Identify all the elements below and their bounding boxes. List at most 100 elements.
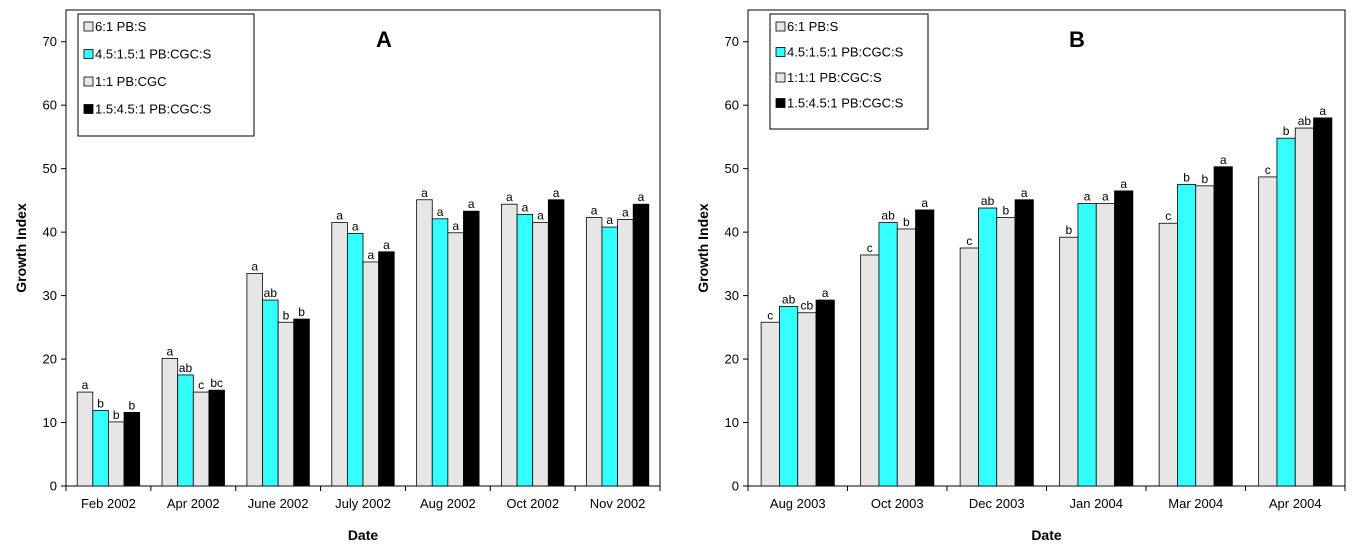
significance-label: a <box>537 209 544 223</box>
x-tick-label: June 2002 <box>248 496 309 511</box>
bar <box>815 299 835 487</box>
bar <box>262 299 279 487</box>
bar <box>860 254 880 487</box>
significance-label: ab <box>264 286 278 300</box>
bar <box>978 207 998 487</box>
bar <box>779 305 799 487</box>
bar <box>463 210 480 487</box>
significance-label: a <box>1220 153 1227 167</box>
legend-swatch <box>775 21 786 32</box>
bar <box>585 217 603 487</box>
y-tick-label: 60 <box>43 98 57 113</box>
bar <box>501 203 518 487</box>
legend-swatch <box>775 47 786 57</box>
significance-label: a <box>822 286 829 300</box>
bar <box>108 421 125 487</box>
bar <box>516 213 534 487</box>
bar <box>1059 236 1079 487</box>
significance-label: c <box>198 378 204 392</box>
legend: 6:1 PB:S 4.5:1.5:1 PB:CGC:S 1:1:1 PB:CGC:S… <box>769 13 929 130</box>
bar <box>447 232 464 487</box>
significance-label: a <box>553 186 560 200</box>
legend-swatch <box>83 104 94 114</box>
significance-label: b <box>1065 223 1072 237</box>
legend-entry: 1.5:4.5:1 PB:CGC:S <box>787 96 904 111</box>
y-tick-label: 0 <box>50 479 57 494</box>
bar <box>959 247 979 487</box>
x-tick-label: Apr 2002 <box>167 496 220 511</box>
bar <box>246 272 263 487</box>
y-axis-title: Growth Index <box>13 203 29 293</box>
panel-label: A <box>376 27 392 52</box>
bar <box>1114 190 1134 487</box>
significance-label: b <box>113 408 120 422</box>
x-tick-label: Nov 2002 <box>590 496 646 511</box>
legend-frame <box>77 13 255 137</box>
bar <box>92 410 109 487</box>
x-tick-label: Mar 2004 <box>1168 496 1223 511</box>
y-tick-label: 70 <box>43 34 57 49</box>
legend-swatch <box>83 49 94 59</box>
y-tick-label: 30 <box>725 288 739 303</box>
significance-label: a <box>1319 104 1326 118</box>
bar <box>208 389 225 487</box>
significance-label: a <box>452 219 459 233</box>
y-tick-label: 60 <box>725 98 739 113</box>
x-tick-label: Apr 2004 <box>1269 496 1322 511</box>
bar <box>277 321 295 487</box>
bar <box>378 251 395 487</box>
significance-label: c <box>867 241 873 255</box>
bar <box>1276 137 1296 487</box>
bar <box>177 374 194 487</box>
significance-label: a <box>437 205 444 219</box>
bar <box>1294 127 1314 487</box>
y-tick-label: 70 <box>725 34 739 49</box>
x-tick-label: Oct 2003 <box>871 496 924 511</box>
bar <box>331 222 348 487</box>
significance-label: a <box>468 197 475 211</box>
significance-label: b <box>129 398 136 412</box>
bar <box>416 199 433 487</box>
y-tick-label: 50 <box>43 161 57 176</box>
significance-label: c <box>767 308 773 322</box>
bar <box>1313 117 1333 487</box>
legend-entry: 1.5:4.5:1 PB:CGC:S <box>95 102 212 117</box>
significance-label: ab <box>782 292 796 306</box>
significance-label: a <box>82 378 89 392</box>
significance-label: a <box>1084 190 1091 204</box>
significance-label: cb <box>801 299 814 313</box>
bar <box>760 321 780 487</box>
x-tick-label: Jan 2004 <box>1070 496 1124 511</box>
x-tick-label: Feb 2002 <box>81 496 136 511</box>
bar <box>532 222 549 487</box>
significance-label: c <box>1265 163 1271 177</box>
bar <box>896 228 916 487</box>
bar <box>632 203 650 487</box>
significance-label: c <box>966 234 972 248</box>
legend-frame <box>769 13 929 130</box>
bar <box>362 261 380 487</box>
bar <box>617 219 634 487</box>
significance-label: a <box>522 200 529 214</box>
significance-label: a <box>383 238 390 252</box>
bar <box>293 318 310 487</box>
significance-label: a <box>167 344 174 358</box>
legend-swatch <box>775 98 786 108</box>
significance-label: a <box>921 196 928 210</box>
significance-label: a <box>622 205 629 219</box>
significance-label: a <box>591 204 598 218</box>
bar <box>878 222 898 487</box>
significance-label: bc <box>210 376 223 390</box>
legend-swatch <box>775 72 786 83</box>
significance-label: a <box>352 219 359 233</box>
significance-label: ab <box>1298 114 1312 128</box>
y-axis-title: Growth Index <box>695 203 711 293</box>
x-tick-label: Aug 2003 <box>770 496 826 511</box>
legend: 6:1 PB:S 4.5:1.5:1 PB:CGC:S 1:1 PB:CGC 1.5:… <box>77 13 255 137</box>
bar <box>797 312 817 487</box>
significance-label: a <box>1021 186 1028 200</box>
legend-entry: 4.5:1.5:1 PB:CGC:S <box>787 45 904 60</box>
significance-label: ab <box>179 361 193 375</box>
significance-label: a <box>421 186 428 200</box>
